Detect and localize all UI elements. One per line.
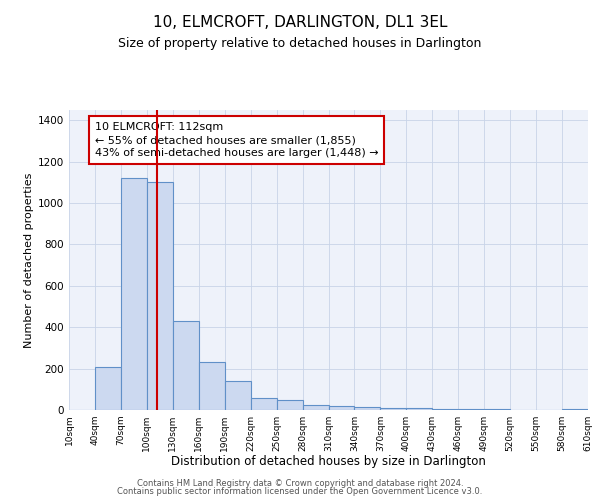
Bar: [302, 405, 329, 410]
Bar: [251, 398, 277, 410]
Text: 10 ELMCROFT: 112sqm
← 55% of detached houses are smaller (1,855)
43% of semi-det: 10 ELMCROFT: 112sqm ← 55% of detached ho…: [95, 122, 379, 158]
Text: Contains HM Land Registry data © Crown copyright and database right 2024.: Contains HM Land Registry data © Crown c…: [137, 478, 463, 488]
Bar: [562, 409, 588, 410]
Y-axis label: Number of detached properties: Number of detached properties: [24, 172, 34, 348]
Bar: [225, 381, 251, 410]
Bar: [484, 409, 510, 410]
Bar: [355, 407, 380, 410]
Bar: [433, 409, 458, 410]
Bar: [329, 406, 355, 410]
Bar: [458, 409, 484, 410]
Bar: [380, 408, 406, 410]
Bar: [95, 366, 121, 410]
X-axis label: Distribution of detached houses by size in Darlington: Distribution of detached houses by size …: [171, 456, 486, 468]
Bar: [406, 408, 433, 410]
Bar: [277, 400, 302, 410]
Bar: [173, 321, 199, 410]
Text: Size of property relative to detached houses in Darlington: Size of property relative to detached ho…: [118, 38, 482, 51]
Bar: [147, 182, 173, 410]
Text: Contains public sector information licensed under the Open Government Licence v3: Contains public sector information licen…: [118, 487, 482, 496]
Text: 10, ELMCROFT, DARLINGTON, DL1 3EL: 10, ELMCROFT, DARLINGTON, DL1 3EL: [153, 15, 447, 30]
Bar: [121, 178, 147, 410]
Bar: [199, 362, 224, 410]
